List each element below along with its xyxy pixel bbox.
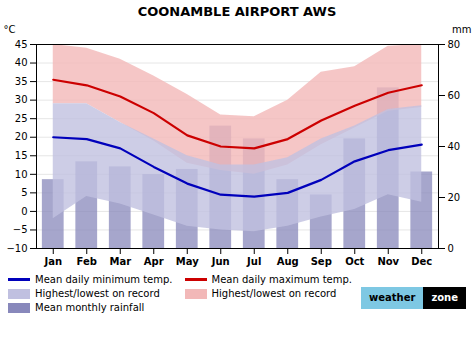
svg-text:mm: mm bbox=[452, 24, 471, 35]
svg-text:Apr: Apr bbox=[144, 256, 164, 267]
svg-text:5: 5 bbox=[21, 187, 27, 198]
svg-text:Sep: Sep bbox=[311, 256, 332, 267]
svg-text:15: 15 bbox=[15, 150, 28, 161]
svg-text:35: 35 bbox=[15, 76, 28, 87]
svg-text:Dec: Dec bbox=[411, 256, 432, 267]
svg-text:Oct: Oct bbox=[345, 256, 364, 267]
svg-text:Mar: Mar bbox=[109, 256, 131, 267]
svg-text:20: 20 bbox=[448, 192, 461, 203]
svg-text:60: 60 bbox=[448, 90, 461, 101]
svg-text:40: 40 bbox=[448, 141, 461, 152]
html-text:Mean monthly rainfall: Mean monthly rainfall bbox=[35, 302, 145, 313]
svg-text:0: 0 bbox=[448, 243, 454, 254]
svg-text:−10: −10 bbox=[6, 243, 27, 254]
html-text:Mean daily minimum temp.: Mean daily minimum temp. bbox=[35, 274, 173, 285]
svg-text:May: May bbox=[176, 256, 199, 267]
html-text:Highest/lowest on record: Highest/lowest on record bbox=[35, 288, 160, 299]
svg-text:Nov: Nov bbox=[377, 256, 399, 267]
svg-text:45: 45 bbox=[15, 39, 28, 50]
html-text:Highest/lowest on record: Highest/lowest on record bbox=[211, 288, 337, 299]
svg-text:10: 10 bbox=[15, 169, 28, 180]
svg-text:20: 20 bbox=[15, 131, 28, 142]
html-text:Mean daily maximum temp.: Mean daily maximum temp. bbox=[211, 274, 352, 285]
html-text:COONAMBLE AIRPORT AWS: COONAMBLE AIRPORT AWS bbox=[137, 4, 337, 19]
html-text:zone: zone bbox=[431, 292, 458, 303]
svg-text:Jan: Jan bbox=[43, 256, 62, 267]
svg-text:40: 40 bbox=[15, 57, 28, 68]
svg-text:Jun: Jun bbox=[211, 256, 230, 267]
svg-text:Jul: Jul bbox=[246, 256, 261, 267]
html-text:weather: weather bbox=[369, 292, 416, 303]
svg-text:0: 0 bbox=[21, 206, 27, 217]
svg-text:80: 80 bbox=[448, 39, 461, 50]
svg-text:−5: −5 bbox=[13, 224, 28, 235]
svg-text:30: 30 bbox=[15, 94, 28, 105]
svg-text:Feb: Feb bbox=[77, 256, 97, 267]
svg-text:25: 25 bbox=[15, 113, 28, 124]
svg-text:°C: °C bbox=[4, 24, 16, 35]
svg-text:Aug: Aug bbox=[277, 256, 299, 267]
